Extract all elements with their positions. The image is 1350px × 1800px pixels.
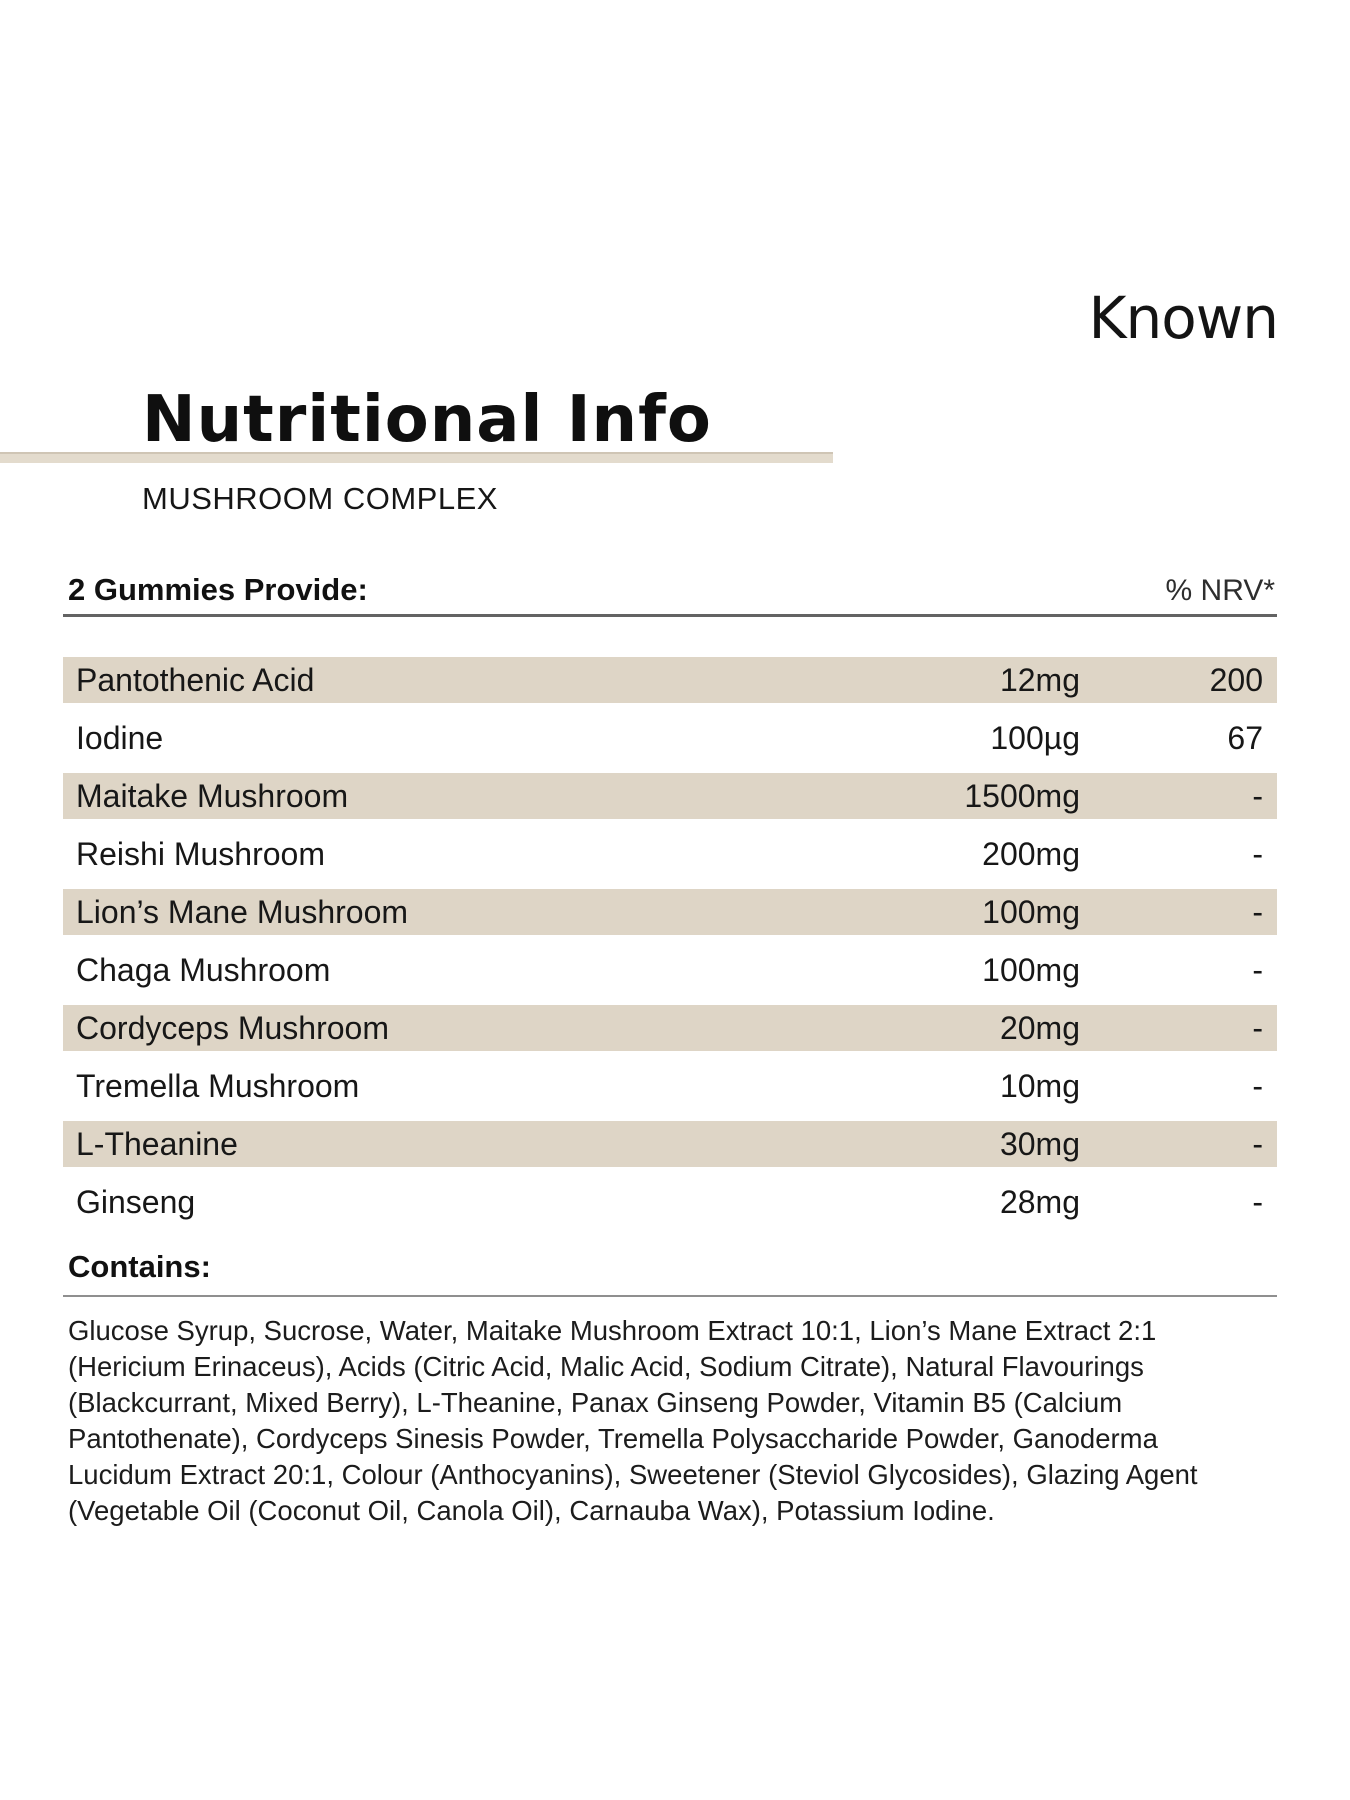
table-row: Maitake Mushroom 1500mg -	[63, 767, 1277, 825]
nutrient-name: Chaga Mushroom	[76, 951, 331, 988]
table-row: Tremella Mushroom 10mg -	[63, 1057, 1277, 1115]
nutrient-name: Maitake Mushroom	[76, 777, 349, 814]
nutrient-amount: 28mg	[999, 1183, 1080, 1220]
nutrient-name: Reishi Mushroom	[76, 835, 325, 872]
table-row: Cordyceps Mushroom 20mg -	[63, 999, 1277, 1057]
nutrient-amount: 10mg	[999, 1067, 1080, 1104]
nutrient-nrv: 67	[1227, 719, 1263, 756]
nutrient-nrv: -	[1252, 777, 1263, 814]
nutrient-name: Cordyceps Mushroom	[76, 1009, 389, 1046]
nutrient-nrv: 200	[1209, 661, 1263, 698]
nutrient-name: Tremella Mushroom	[76, 1067, 360, 1104]
table-row: Lion’s Mane Mushroom 100mg -	[63, 883, 1277, 941]
title-underline-bar	[0, 452, 833, 463]
table-row: Reishi Mushroom 200mg -	[63, 825, 1277, 883]
nutrient-name: Pantothenic Acid	[76, 661, 315, 698]
nutrient-nrv: -	[1252, 835, 1263, 872]
nutrition-panel: 2 Gummies Provide: % NRV* Pantothenic Ac…	[63, 572, 1277, 1529]
nutrient-amount: 100mg	[982, 893, 1080, 930]
ingredients-paragraph: Glucose Syrup, Sucrose, Water, Maitake M…	[63, 1313, 1277, 1529]
ingredients-line: (Vegetable Oil (Coconut Oil, Canola Oil)…	[68, 1495, 995, 1526]
table-row: Ginseng 28mg -	[63, 1173, 1277, 1231]
nutrient-amount: 100µg	[990, 719, 1080, 756]
ingredients-line: (Blackcurrant, Mixed Berry), L-Theanine,…	[68, 1387, 1123, 1418]
ingredients-line: Pantothenate), Cordyceps Sinesis Powder,…	[68, 1423, 1158, 1454]
nutrient-nrv: -	[1252, 1009, 1263, 1046]
nutrient-name: Lion’s Mane Mushroom	[76, 893, 409, 930]
nutrient-nrv: -	[1252, 1067, 1263, 1104]
product-subtitle: MUSHROOM COMPLEX	[142, 481, 498, 516]
nutrient-name: Iodine	[76, 719, 164, 756]
table-row: Chaga Mushroom 100mg -	[63, 941, 1277, 999]
nutrient-amount: 30mg	[999, 1125, 1080, 1162]
nutrient-amount: 100mg	[982, 951, 1080, 988]
nutrient-name: L-Theanine	[76, 1125, 238, 1162]
nutrient-amount: 1500mg	[964, 777, 1080, 814]
nutrient-nrv: -	[1252, 1183, 1263, 1220]
nutrition-rows: Pantothenic Acid 12mg 200 Iodine 100µg 6…	[63, 651, 1277, 1231]
table-row: L-Theanine 30mg -	[63, 1115, 1277, 1173]
nutrient-nrv: -	[1252, 1125, 1263, 1162]
brand-logo: Known	[1088, 284, 1279, 352]
nutrient-amount: 20mg	[999, 1009, 1080, 1046]
contains-heading: Contains:	[63, 1249, 1277, 1297]
table-row: Pantothenic Acid 12mg 200	[63, 651, 1277, 709]
nutrient-nrv: -	[1252, 951, 1263, 988]
page-title: Nutritional Info	[142, 383, 712, 457]
table-header: 2 Gummies Provide: % NRV*	[63, 572, 1277, 617]
ingredients-line: (Hericium Erinaceus), Acids (Citric Acid…	[68, 1351, 1144, 1382]
nutrient-nrv: -	[1252, 893, 1263, 930]
ingredients-line: Glucose Syrup, Sucrose, Water, Maitake M…	[68, 1315, 1157, 1346]
ingredients-line: Lucidum Extract 20:1, Colour (Anthocyani…	[68, 1459, 1198, 1490]
table-row: Iodine 100µg 67	[63, 709, 1277, 767]
serving-size-label: 2 Gummies Provide:	[68, 572, 368, 607]
nutrient-amount: 200mg	[982, 835, 1080, 872]
nutrient-amount: 12mg	[999, 661, 1080, 698]
nutrient-name: Ginseng	[76, 1183, 196, 1220]
nrv-column-header: % NRV*	[1165, 574, 1275, 607]
